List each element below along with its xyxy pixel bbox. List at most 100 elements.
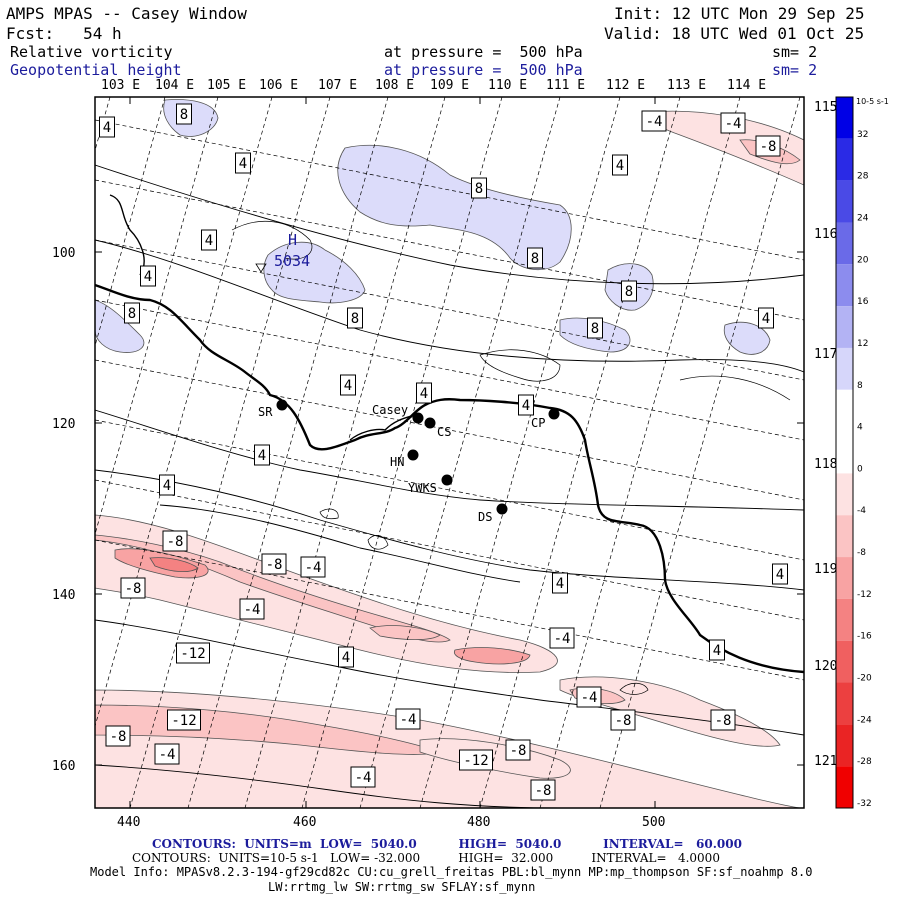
colorbar-tick-label: -20 bbox=[857, 674, 872, 684]
footer-radiation-info: LW:rrtmg_lw SW:rrtmg_sw SFLAY:sf_mynn bbox=[268, 880, 536, 894]
svg-text:4: 4 bbox=[163, 478, 171, 494]
colorbar-tick-label: -16 bbox=[857, 632, 872, 642]
contour-label: 4 bbox=[140, 265, 156, 287]
contour-label: -8 bbox=[120, 577, 146, 599]
negative-vorticity-band bbox=[95, 514, 558, 673]
svg-text:4: 4 bbox=[239, 156, 247, 172]
axis-ticks bbox=[95, 97, 804, 808]
svg-text:8: 8 bbox=[625, 284, 633, 300]
stations: SR Casey CS HN YWKS DS CP bbox=[258, 399, 560, 524]
svg-text:4: 4 bbox=[344, 378, 352, 394]
colorbar-segment bbox=[836, 138, 853, 181]
contour-label: 8 bbox=[621, 280, 637, 302]
station-dot-icon bbox=[412, 412, 424, 424]
positive-vorticity-area bbox=[263, 241, 366, 304]
colorbar-unit: 10-5 s-1 bbox=[856, 97, 889, 106]
positive-vorticity-area bbox=[95, 299, 145, 353]
colorbar-tick-label: -32 bbox=[857, 799, 872, 809]
station-dot-icon bbox=[441, 474, 453, 486]
svg-text:-12: -12 bbox=[171, 713, 196, 729]
x-axis-label: 440 bbox=[117, 815, 140, 830]
colorbar-tick-label: -12 bbox=[857, 590, 872, 600]
top-longitude-label: 114 E bbox=[727, 78, 767, 93]
svg-text:-4: -4 bbox=[355, 770, 372, 786]
station-cs: CS bbox=[424, 417, 451, 439]
top-longitude-label: 112 E bbox=[606, 78, 646, 93]
svg-text:4: 4 bbox=[616, 158, 624, 174]
contour-label: -8 bbox=[162, 530, 188, 552]
top-longitude-label: 106 E bbox=[259, 78, 299, 93]
colorbar: 32 28 24 20 16 12 8 4 0 -4 -8 -12 -16 -20 -24 -28 -32 10-… bbox=[835, 96, 889, 809]
map-fill-layer bbox=[95, 99, 804, 808]
colorbar-tick-label: -8 bbox=[857, 548, 866, 558]
coastline bbox=[95, 283, 804, 674]
svg-text:-4: -4 bbox=[646, 114, 663, 130]
contour-label: -8 bbox=[755, 135, 781, 157]
init-time: Init: 12 UTC Mon 29 Sep 25 bbox=[614, 4, 865, 23]
field1-name: Relative vorticity bbox=[10, 43, 173, 61]
contour-label: -4 bbox=[720, 112, 746, 134]
top-longitude-label: 105 E bbox=[207, 78, 247, 93]
colorbar-tick-label: -24 bbox=[857, 715, 872, 725]
colorbar-segment bbox=[836, 180, 853, 223]
svg-text:-8: -8 bbox=[535, 783, 552, 799]
contour-label: -4 bbox=[154, 743, 180, 765]
contour-label: 4 bbox=[338, 646, 354, 668]
svg-text:-4: -4 bbox=[554, 631, 571, 647]
colorbar-segment bbox=[836, 724, 853, 767]
colorbar-segment bbox=[836, 598, 853, 641]
contour-label: 4 bbox=[709, 639, 725, 661]
svg-text:YWKS: YWKS bbox=[408, 481, 437, 495]
colorbar-tick-label: -4 bbox=[857, 506, 866, 516]
svg-text:8: 8 bbox=[128, 306, 136, 322]
grid-lines bbox=[95, 97, 804, 808]
top-longitude-label: 111 E bbox=[546, 78, 586, 93]
negative-vorticity-band bbox=[453, 647, 531, 665]
y-axis-label: 120 bbox=[52, 417, 75, 432]
positive-vorticity-area bbox=[337, 145, 572, 271]
contour-label: -12 bbox=[176, 642, 210, 664]
svg-text:4: 4 bbox=[713, 643, 721, 659]
contour-label: 4 bbox=[159, 474, 175, 496]
station-dot-icon bbox=[407, 449, 419, 461]
triangle-marker-icon bbox=[255, 263, 267, 273]
ice-edge bbox=[109, 194, 416, 441]
colorbar-tick-label: 28 bbox=[857, 172, 869, 182]
contour-label: 4 bbox=[254, 444, 270, 466]
map-title: AMPS MPAS -- Casey Window bbox=[6, 4, 247, 23]
svg-text:-4: -4 bbox=[581, 690, 598, 706]
svg-text:8: 8 bbox=[475, 181, 483, 197]
svg-text:4: 4 bbox=[144, 269, 152, 285]
contour-label: -4 bbox=[300, 556, 326, 578]
svg-text:DS: DS bbox=[478, 510, 492, 524]
svg-text:4: 4 bbox=[103, 120, 111, 136]
station-dot-icon bbox=[496, 503, 508, 515]
y-axis-label: 100 bbox=[52, 246, 75, 261]
colorbar-tick-label: 8 bbox=[857, 381, 863, 391]
svg-text:-8: -8 bbox=[125, 581, 142, 597]
top-longitude-label: 104 E bbox=[155, 78, 195, 93]
positive-vorticity-area bbox=[723, 321, 771, 355]
svg-text:-8: -8 bbox=[715, 713, 732, 729]
colorbar-segment bbox=[836, 222, 853, 265]
field1-smoothing: sm= 2 bbox=[772, 43, 818, 61]
colorbar-tick-label: 16 bbox=[857, 297, 869, 307]
negative-vorticity-band bbox=[95, 534, 451, 643]
negative-vorticity-band bbox=[149, 557, 199, 572]
colorbar-segment bbox=[836, 640, 853, 683]
vorticity-contours bbox=[231, 220, 791, 695]
footer-height-contours: CONTOURS: UNITS=m LOW= 5040.0 HIGH= 5040… bbox=[152, 837, 742, 851]
contour-label: -8 bbox=[105, 725, 131, 747]
contour-label: 4 bbox=[201, 229, 217, 251]
x-axis-label: 500 bbox=[642, 815, 665, 830]
svg-text:-8: -8 bbox=[760, 139, 777, 155]
svg-text:8: 8 bbox=[180, 107, 188, 123]
svg-text:-12: -12 bbox=[463, 753, 488, 769]
colorbar-tick-label: 24 bbox=[857, 213, 869, 223]
colorbar-segment bbox=[836, 515, 853, 558]
station-dot-icon bbox=[424, 417, 436, 429]
colorbar-segment bbox=[836, 431, 853, 474]
station-sr: SR bbox=[258, 399, 288, 419]
svg-text:8: 8 bbox=[531, 251, 539, 267]
svg-text:8: 8 bbox=[591, 321, 599, 337]
